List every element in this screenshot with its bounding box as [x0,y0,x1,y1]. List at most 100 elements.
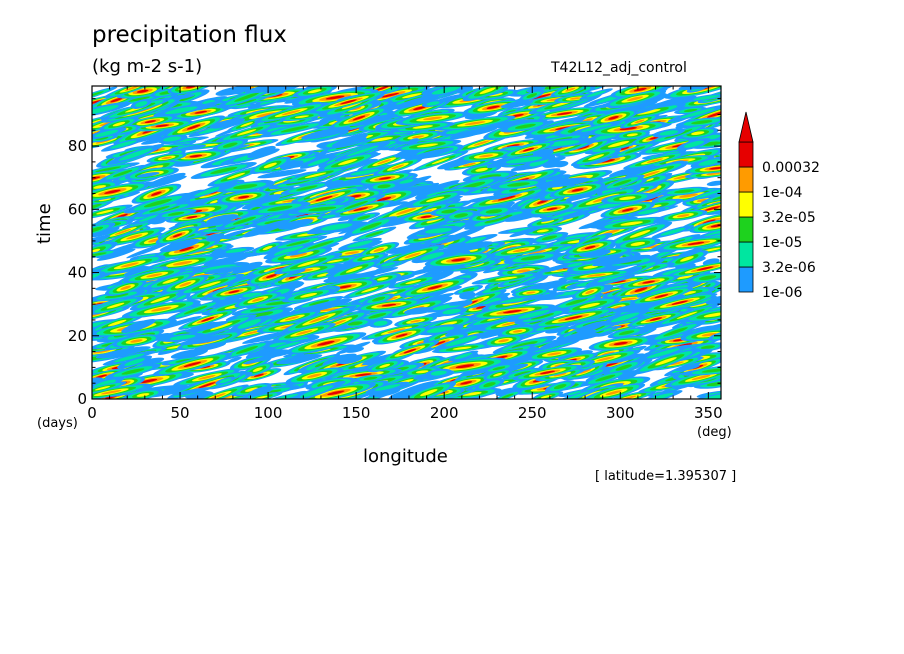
precip-contour [579,302,600,309]
precip-contour [541,235,558,241]
precip-cell [674,364,700,372]
precip-contour [138,214,160,222]
precip-cell [288,203,357,215]
precip-contour [155,124,170,127]
precip-contour [226,172,246,180]
precip-contour [706,180,721,186]
precip-contour [244,387,258,392]
precip-contour [691,131,705,136]
precip-contour [456,86,474,94]
precip-cell [242,332,285,344]
precip-cell [511,288,550,298]
precip-contour [269,342,288,348]
precip-contour [325,95,345,100]
precip-contour [569,97,581,100]
precip-cell [263,310,321,327]
precip-contour [460,381,473,385]
precip-contour [92,91,104,98]
precip-contour [148,217,166,225]
precip-contour [148,238,161,243]
precip-contour [607,141,630,148]
precip-contour [326,259,344,263]
precip-contour [361,287,379,293]
precip-cell [651,225,695,239]
precip-contour [497,195,516,201]
precip-cell [103,227,166,247]
y-unit-label: (days) [37,416,78,431]
precip-contour [501,321,518,326]
precip-cell [92,204,133,220]
precip-contour [489,264,510,271]
precip-cell [206,214,239,224]
precip-cell [482,334,525,347]
precip-contour [96,248,136,261]
precip-contour [95,166,122,173]
precip-contour [634,287,648,293]
precip-contour [365,231,384,237]
precip-cell [342,281,397,299]
precip-contour [431,157,450,165]
precip-cell [266,338,310,352]
precip-contour [233,184,258,190]
precip-contour [384,296,398,302]
precip-contour [695,189,721,199]
precip-contour [630,241,646,246]
precip-cell [453,285,484,295]
precip-cell [589,109,638,127]
precip-contour [403,147,454,162]
precip-cell [326,179,344,188]
precip-contour [172,261,193,266]
precip-contour [618,297,638,301]
precipitation-field [92,86,721,399]
precip-contour [247,194,282,208]
precip-cell [685,162,721,175]
precip-contour [459,291,476,300]
precip-contour [645,187,658,193]
precip-cell [565,188,603,202]
precip-contour [447,242,467,248]
precip-cell [327,259,381,280]
precip-cell [705,295,721,305]
precip-cell [92,169,128,188]
precip-cell [555,137,612,158]
precip-cell [123,192,193,214]
precip-cell [230,383,272,397]
precip-cell [173,368,241,387]
precip-cell [412,150,469,172]
precip-contour [256,112,277,118]
precip-contour [553,384,567,390]
precip-cell [689,218,721,234]
precip-cell [92,134,118,143]
precip-cell [205,233,225,242]
precip-contour [377,159,392,165]
precip-cell [232,261,263,274]
precip-cell [105,363,161,380]
precip-contour [377,277,389,281]
precip-cell [545,326,571,334]
precip-contour [98,198,112,202]
precip-cell [456,86,474,94]
precip-contour [528,249,546,255]
precip-cell [348,114,399,127]
precip-contour [194,110,208,114]
precip-cell [606,353,645,364]
precip-cell [124,115,177,129]
precip-contour [565,188,603,202]
precip-contour [704,206,721,211]
precip-contour [121,368,145,375]
precip-cell [676,127,719,139]
precip-contour [478,174,502,180]
precip-contour [92,105,119,115]
precip-cell [630,207,666,217]
precip-contour [264,349,292,358]
precip-cell [431,343,493,354]
precip-contour [680,256,694,262]
precip-contour [629,229,651,238]
precip-cell [368,318,393,328]
precip-contour [236,99,257,106]
precip-contour [240,122,254,127]
precip-cell [228,102,257,110]
precip-cell [263,242,314,260]
precip-contour [347,321,363,326]
precip-contour [316,273,331,277]
